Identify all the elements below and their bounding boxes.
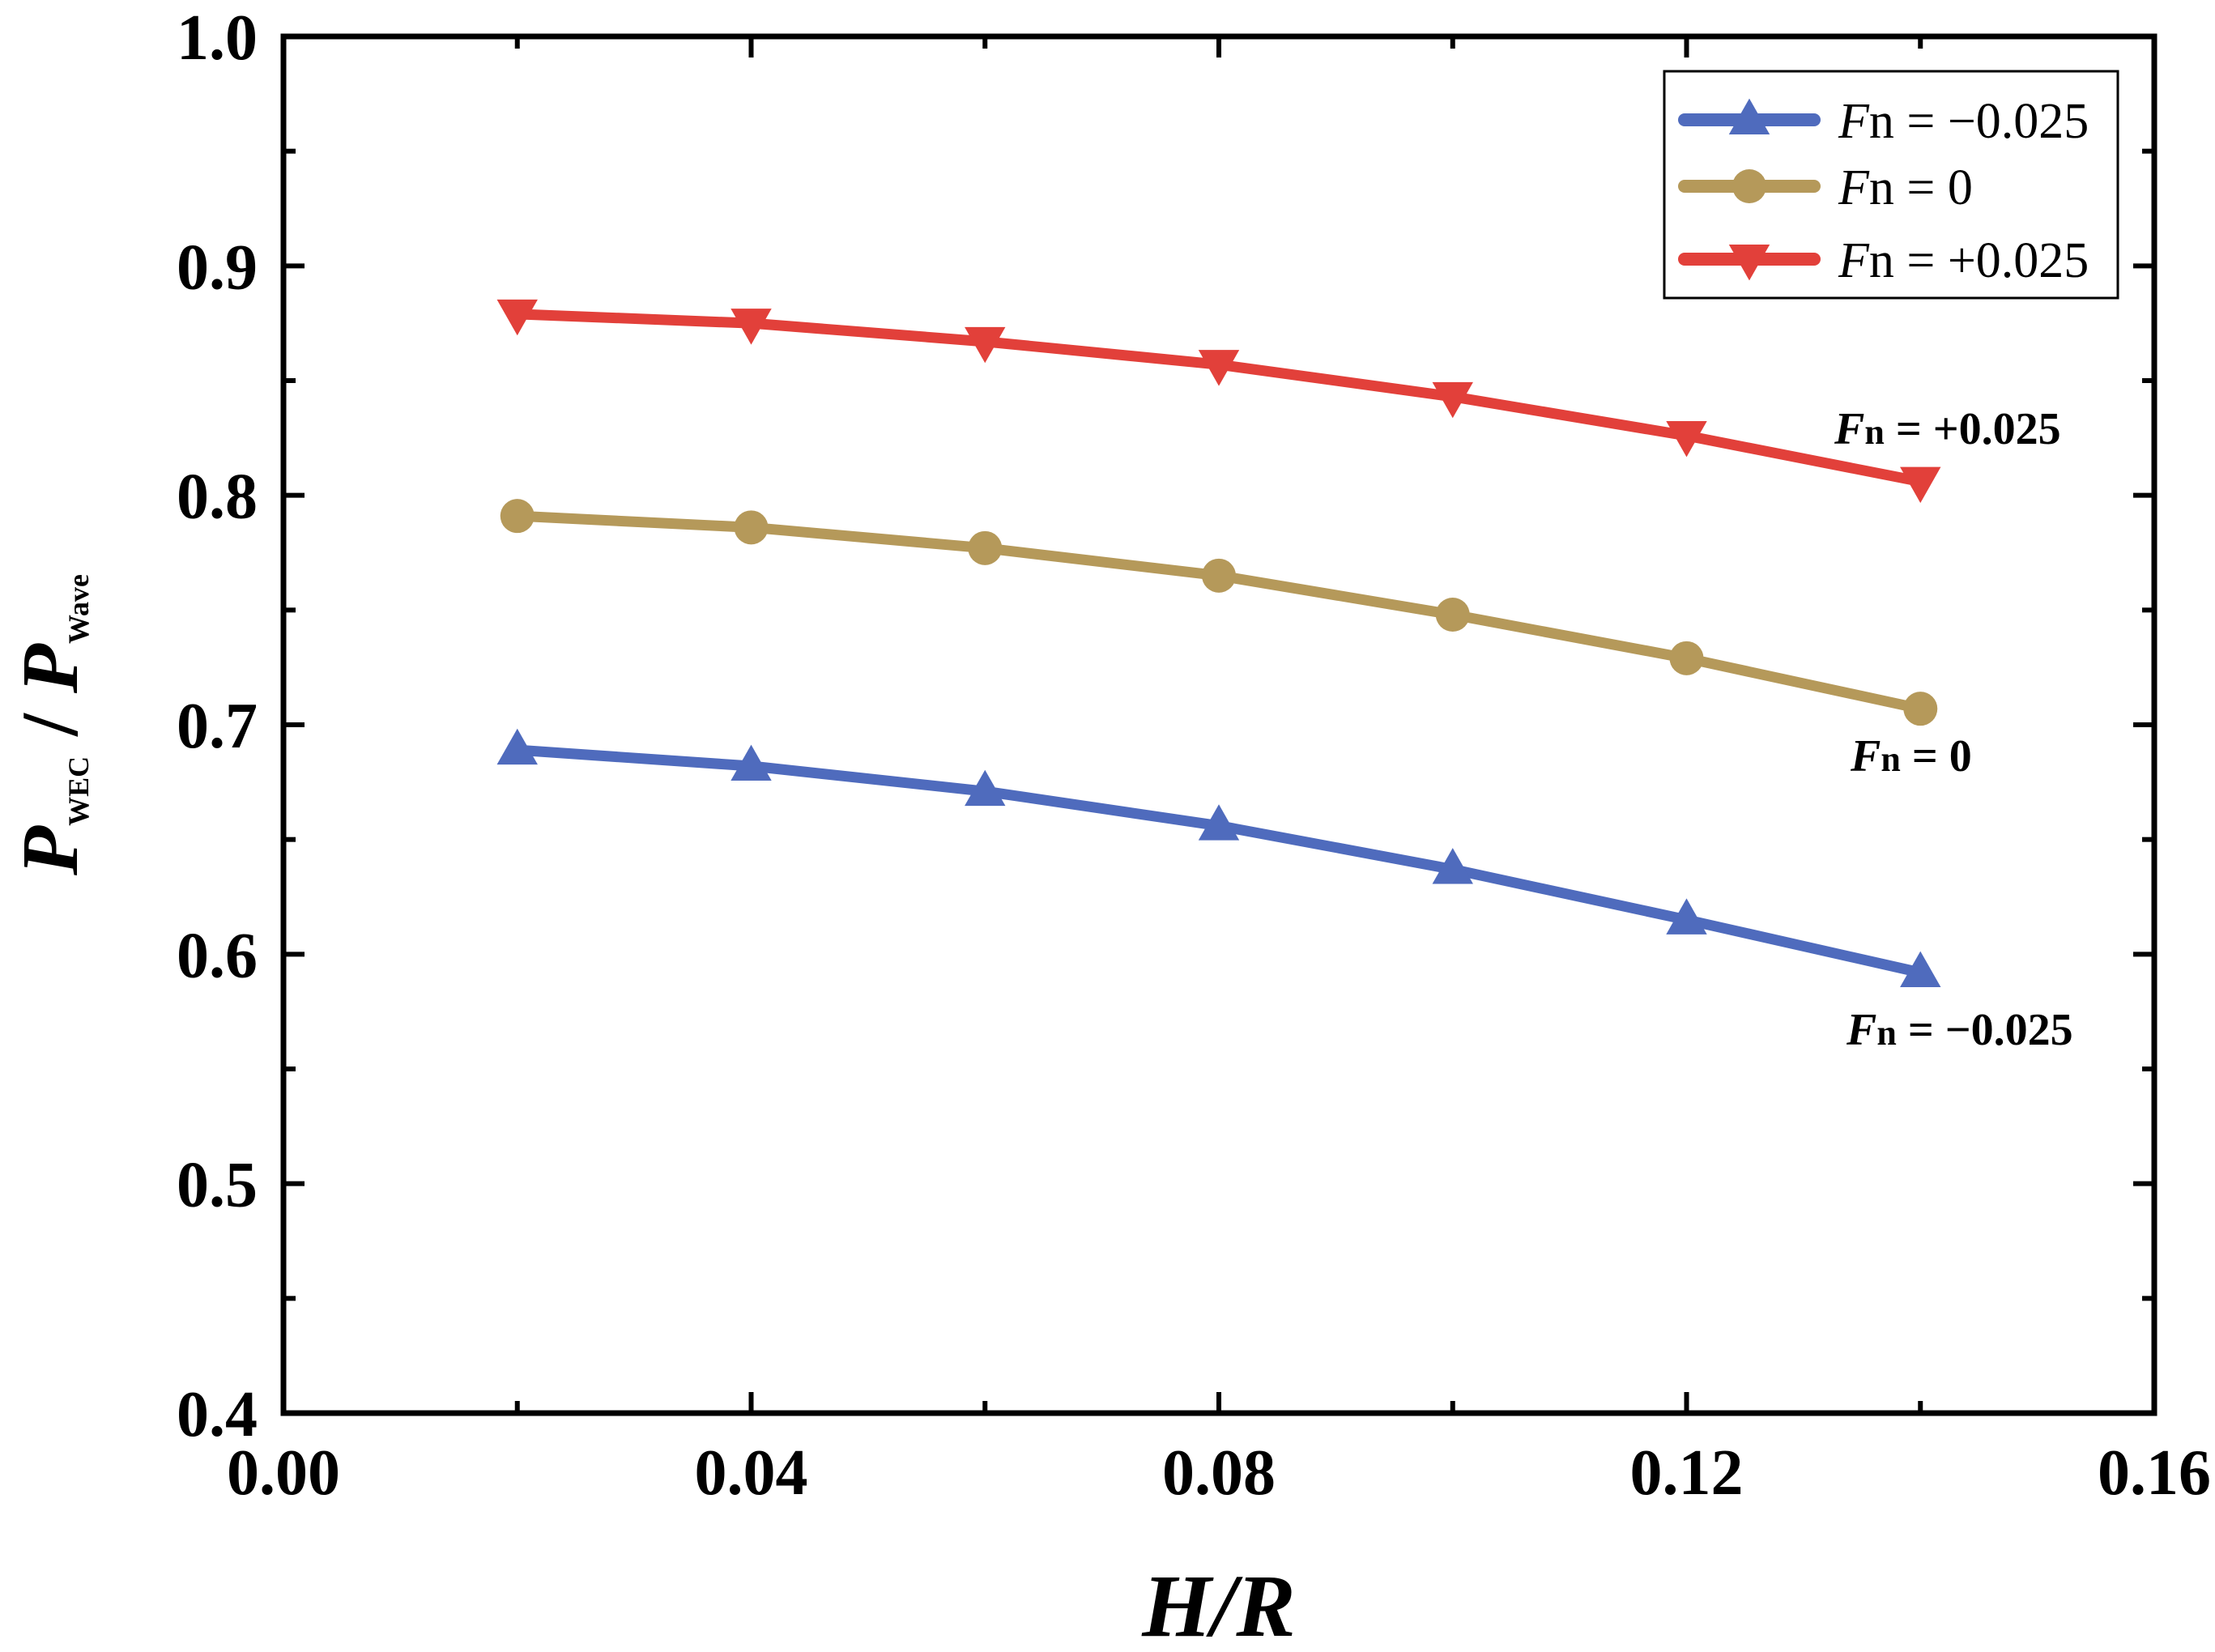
series-annotation-1: Fn = 0 — [1850, 731, 1972, 781]
data-point — [1202, 558, 1236, 593]
data-point — [1435, 598, 1470, 632]
annotation-sub: n — [1876, 1013, 1896, 1053]
legend-label-f: F — [1838, 233, 1870, 288]
annotation-rest: = 0 — [1901, 731, 1972, 781]
axis-ticks — [281, 34, 2157, 1416]
data-point — [965, 326, 1006, 364]
y-tick-label: 0.8 — [177, 462, 258, 533]
annotation-sub: n — [1864, 412, 1884, 452]
legend-marker — [1732, 169, 1766, 203]
legend-label-sub: n — [1869, 160, 1894, 215]
legend-label-rest: = 0 — [1894, 160, 1973, 215]
data-point — [731, 744, 772, 781]
legend-label-rest: = +0.025 — [1894, 233, 2089, 288]
data-point — [1198, 350, 1240, 386]
legend-label-sub: n — [1869, 233, 1894, 288]
y-tick-label: 0.9 — [177, 232, 258, 303]
data-point — [731, 309, 772, 345]
y-axis-title-p2: P — [5, 643, 95, 694]
annotation-sub: n — [1881, 739, 1900, 779]
legend-marker — [1728, 98, 1770, 134]
data-point — [1432, 848, 1473, 884]
y-tick-label: 0.5 — [177, 1150, 258, 1221]
x-tick-label: 0.12 — [1630, 1437, 1744, 1509]
y-tick-label: 0.7 — [177, 691, 258, 762]
data-point — [1669, 641, 1704, 675]
data-point — [1666, 421, 1707, 458]
x-tick-label: 0.08 — [1162, 1437, 1276, 1509]
legend-entry-2: Fn = +0.025 — [1678, 233, 2089, 288]
legend-entry-0: Fn = −0.025 — [1678, 94, 2089, 149]
data-point — [1432, 381, 1473, 419]
y-axis-title-sep: / — [5, 693, 95, 756]
series-annotation-2: Fn = +0.025 — [1834, 404, 2061, 454]
annotation-rest: = +0.025 — [1885, 404, 2061, 454]
data-point — [496, 299, 538, 336]
series-line — [512, 510, 1926, 714]
annotation-f: F — [1846, 1005, 1876, 1055]
legend-label-rest: = −0.025 — [1894, 94, 2089, 149]
data-point — [1198, 804, 1240, 841]
y-tick-labels: 0.4 0.5 0.6 0.7 0.8 0.9 1.0 — [177, 2, 258, 1450]
series-0 — [496, 728, 1941, 987]
series-line — [512, 744, 1926, 978]
legend-label: Fn = +0.025 — [1838, 233, 2089, 288]
x-axis-title: H/R — [1141, 1556, 1296, 1652]
y-axis-title: PWEC / PWave — [5, 574, 95, 876]
x-tick-label: 0.00 — [227, 1437, 340, 1509]
series-annotation-0: Fn = −0.025 — [1846, 1005, 2073, 1055]
legend-label-sub: n — [1869, 94, 1894, 149]
data-point — [734, 510, 769, 545]
legend-entry-1: Fn = 0 — [1678, 160, 1973, 215]
legend-label: Fn = −0.025 — [1838, 94, 2089, 149]
x-tick-label: 0.16 — [2098, 1437, 2211, 1509]
y-tick-label: 1.0 — [177, 2, 258, 74]
data-point — [500, 499, 535, 534]
legend-marker — [1728, 245, 1770, 281]
legend-label-f: F — [1838, 94, 1870, 149]
x-tick-label: 0.04 — [695, 1437, 808, 1509]
series-line — [512, 309, 1926, 488]
data-point — [1903, 692, 1938, 726]
data-point — [1900, 951, 1941, 987]
annotation-rest: = −0.025 — [1897, 1005, 2073, 1055]
annotation-f: F — [1834, 404, 1864, 454]
y-axis-title-sub2: Wave — [62, 574, 95, 644]
series-layer — [496, 299, 1941, 987]
legend-label-f: F — [1838, 160, 1870, 215]
y-tick-label: 0.6 — [177, 920, 258, 991]
y-tick-label: 0.4 — [177, 1379, 258, 1450]
series-1 — [500, 499, 1938, 726]
data-point — [968, 530, 1003, 565]
y-axis-title-sub1: WEC — [62, 756, 95, 826]
data-point — [1666, 898, 1707, 935]
x-tick-labels: 0.00 0.04 0.08 0.12 0.16 — [227, 1437, 2211, 1509]
series-2 — [496, 299, 1941, 504]
data-point — [496, 728, 538, 765]
annotation-f: F — [1850, 731, 1881, 781]
y-axis-title-p1: P — [5, 825, 95, 876]
data-point — [1900, 466, 1941, 504]
legend-label: Fn = 0 — [1838, 160, 1973, 215]
data-point — [965, 769, 1006, 807]
